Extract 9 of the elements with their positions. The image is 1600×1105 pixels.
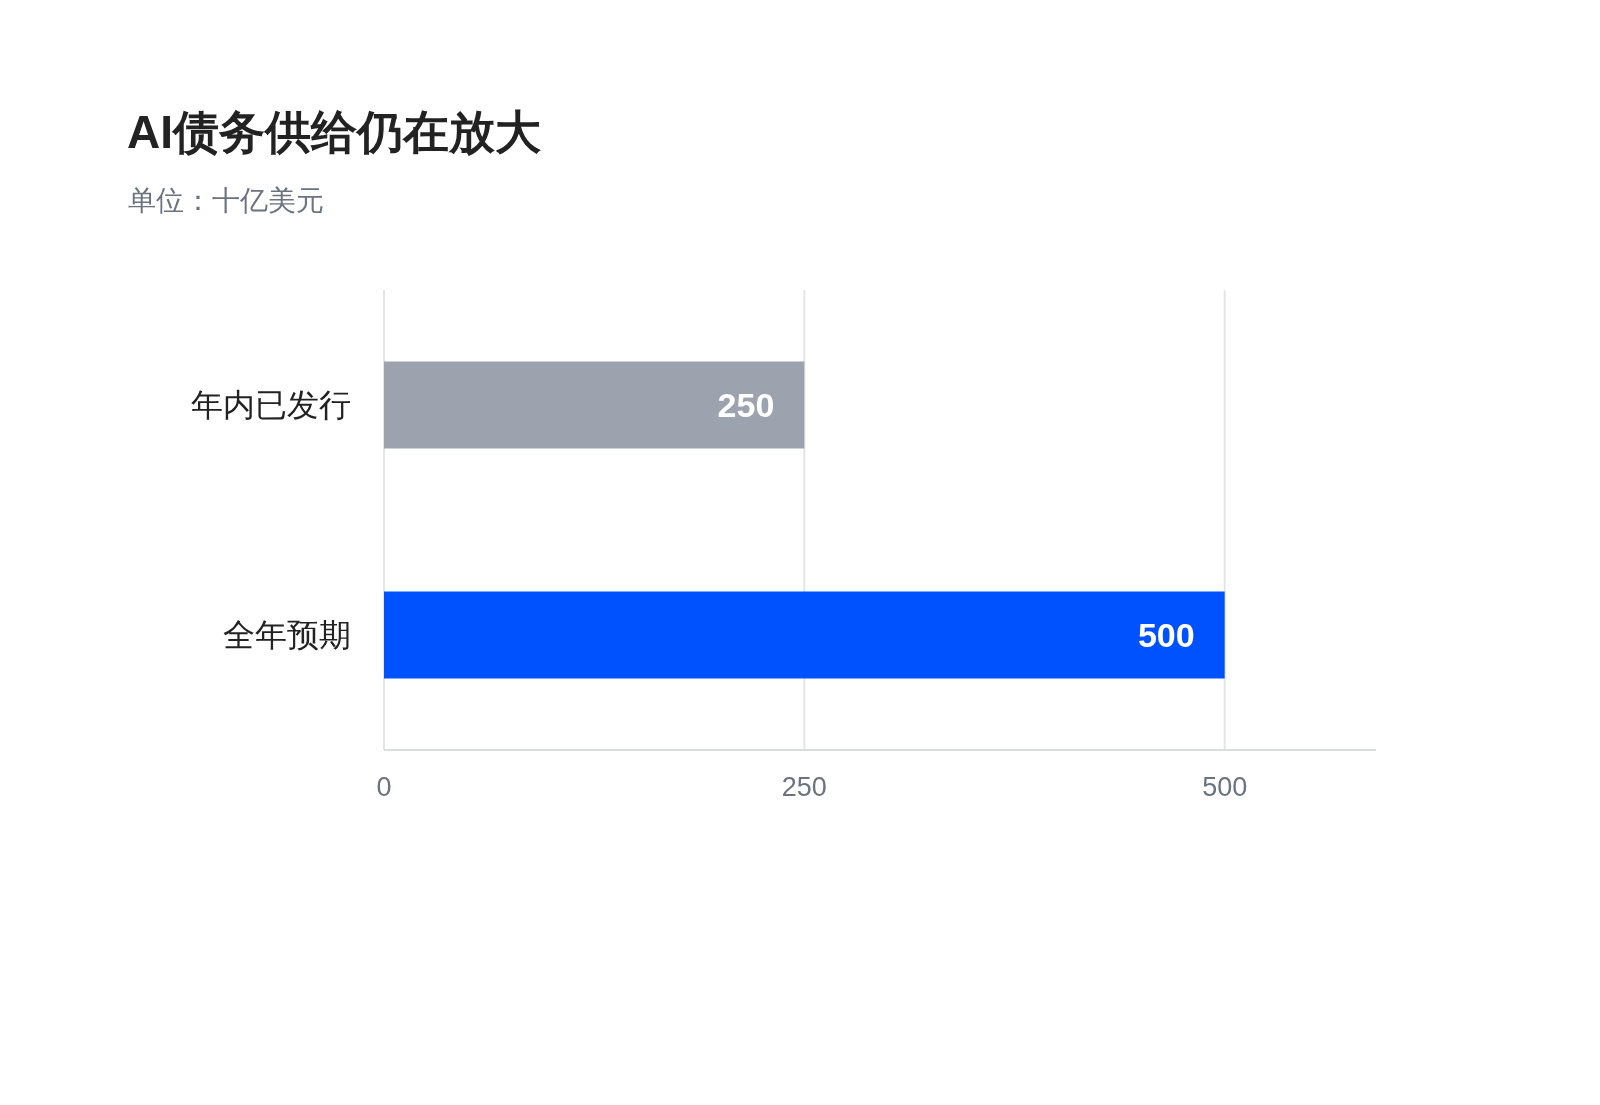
data-label: 500 xyxy=(1137,616,1195,654)
y-tick-label: 年内已发行 xyxy=(191,387,351,423)
x-tick-label: 500 xyxy=(1202,772,1248,802)
x-tick-label: 0 xyxy=(376,772,392,802)
chart-subtitle: 单位：十亿美元 xyxy=(128,185,324,216)
data-label: 250 xyxy=(717,386,775,424)
x-tick-label: 250 xyxy=(781,772,827,802)
chart-title: AI债务供给仍在放大 xyxy=(127,106,541,158)
y-tick-label: 全年预期 xyxy=(223,617,351,653)
